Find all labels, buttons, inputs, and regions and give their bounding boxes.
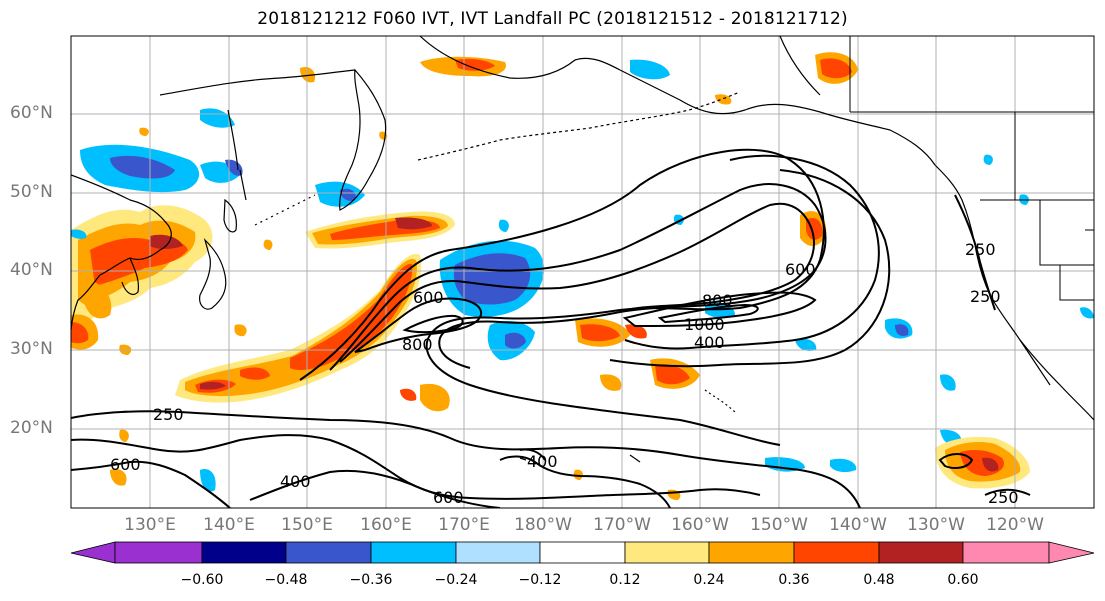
colorbar-tick-label: 0.48 bbox=[863, 572, 895, 588]
colorbar-tick-label: 0.12 bbox=[609, 572, 641, 588]
map-frame bbox=[70, 35, 1095, 509]
colorbar-segment bbox=[114, 541, 203, 564]
colorbar-segment bbox=[201, 541, 287, 564]
colorbar-tick-label: −0.12 bbox=[518, 572, 562, 588]
lon-label: 150°W bbox=[750, 515, 808, 535]
contour-label-600: 600 bbox=[433, 488, 464, 507]
lat-label: 30°N bbox=[10, 339, 53, 359]
lon-label: 180°W bbox=[514, 515, 572, 535]
lon-label: 130°E bbox=[124, 515, 176, 535]
colorbar-tick-label: −0.36 bbox=[349, 572, 393, 588]
colorbar-tick-label: 0.36 bbox=[778, 572, 810, 588]
contour-label-400: 400 bbox=[280, 472, 311, 491]
ivt-contours bbox=[71, 148, 1031, 508]
colorbar-segment bbox=[539, 541, 626, 564]
political-borders bbox=[849, 36, 1094, 301]
contour-label-800: 800 bbox=[702, 291, 733, 310]
colorbar-segment bbox=[455, 541, 541, 564]
lat-label: 20°N bbox=[10, 418, 53, 438]
lon-label: 130°W bbox=[907, 515, 965, 535]
colorbar-segment bbox=[962, 541, 1050, 564]
colorbar-segment bbox=[624, 541, 710, 564]
colorbar-tick-label: 0.24 bbox=[693, 572, 725, 588]
colorbar bbox=[70, 541, 1095, 564]
positive-anomaly-ar-band bbox=[175, 254, 422, 403]
colorbar-tick-label: −0.60 bbox=[180, 572, 224, 588]
lon-label: 160°W bbox=[671, 515, 729, 535]
positive-anomaly-asia-max bbox=[90, 238, 188, 286]
colorbar-tick-label: −0.48 bbox=[264, 572, 308, 588]
colorbar-segment bbox=[708, 541, 795, 564]
contour-250-outer bbox=[299, 148, 825, 446]
contour-label-400: 400 bbox=[527, 452, 558, 471]
colorbar-segment bbox=[285, 541, 372, 564]
lon-label: 140°E bbox=[203, 515, 255, 535]
contour-label-600: 600 bbox=[110, 455, 141, 474]
lat-label: 40°N bbox=[10, 260, 53, 280]
colorbar-tick-label: 0.60 bbox=[947, 572, 979, 588]
colorbar-segment bbox=[878, 541, 964, 564]
coastlines bbox=[71, 36, 1094, 463]
lon-label: 170°E bbox=[438, 515, 490, 535]
colorbar-tick-label: −0.24 bbox=[434, 572, 478, 588]
contour-label-600: 600 bbox=[413, 288, 444, 307]
map-title: 2018121212 F060 IVT, IVT Landfall PC (20… bbox=[257, 9, 848, 29]
contour-label-400: 400 bbox=[694, 333, 725, 352]
colorbar-extend-high bbox=[1048, 541, 1095, 564]
lon-label: 160°E bbox=[360, 515, 412, 535]
colorbar-extend-low bbox=[70, 541, 116, 564]
contour-label-600: 600 bbox=[785, 260, 816, 279]
lat-label: 60°N bbox=[10, 103, 53, 123]
contour-label-1000: 1000 bbox=[684, 315, 725, 334]
lon-label: 120°W bbox=[986, 515, 1044, 535]
colorbar-segment bbox=[370, 541, 457, 564]
graticule bbox=[71, 36, 1094, 508]
lon-label: 150°E bbox=[281, 515, 333, 535]
contour-label-800: 800 bbox=[402, 335, 433, 354]
map-panel: 250 600 400 600 400 600 800 800 1000 400… bbox=[71, 36, 1094, 508]
lon-label: 140°W bbox=[829, 515, 887, 535]
contour-label-250: 250 bbox=[970, 287, 1001, 306]
contour-label-group: 250 600 400 600 400 600 800 800 1000 400… bbox=[110, 240, 1019, 507]
lon-label: 170°W bbox=[593, 515, 651, 535]
lat-label: 50°N bbox=[10, 182, 53, 202]
contour-250-south bbox=[71, 410, 861, 508]
contour-label-250: 250 bbox=[988, 488, 1019, 507]
contour-label-250: 250 bbox=[153, 405, 184, 424]
colorbar-segment bbox=[793, 541, 880, 564]
contour-label-250: 250 bbox=[965, 240, 996, 259]
